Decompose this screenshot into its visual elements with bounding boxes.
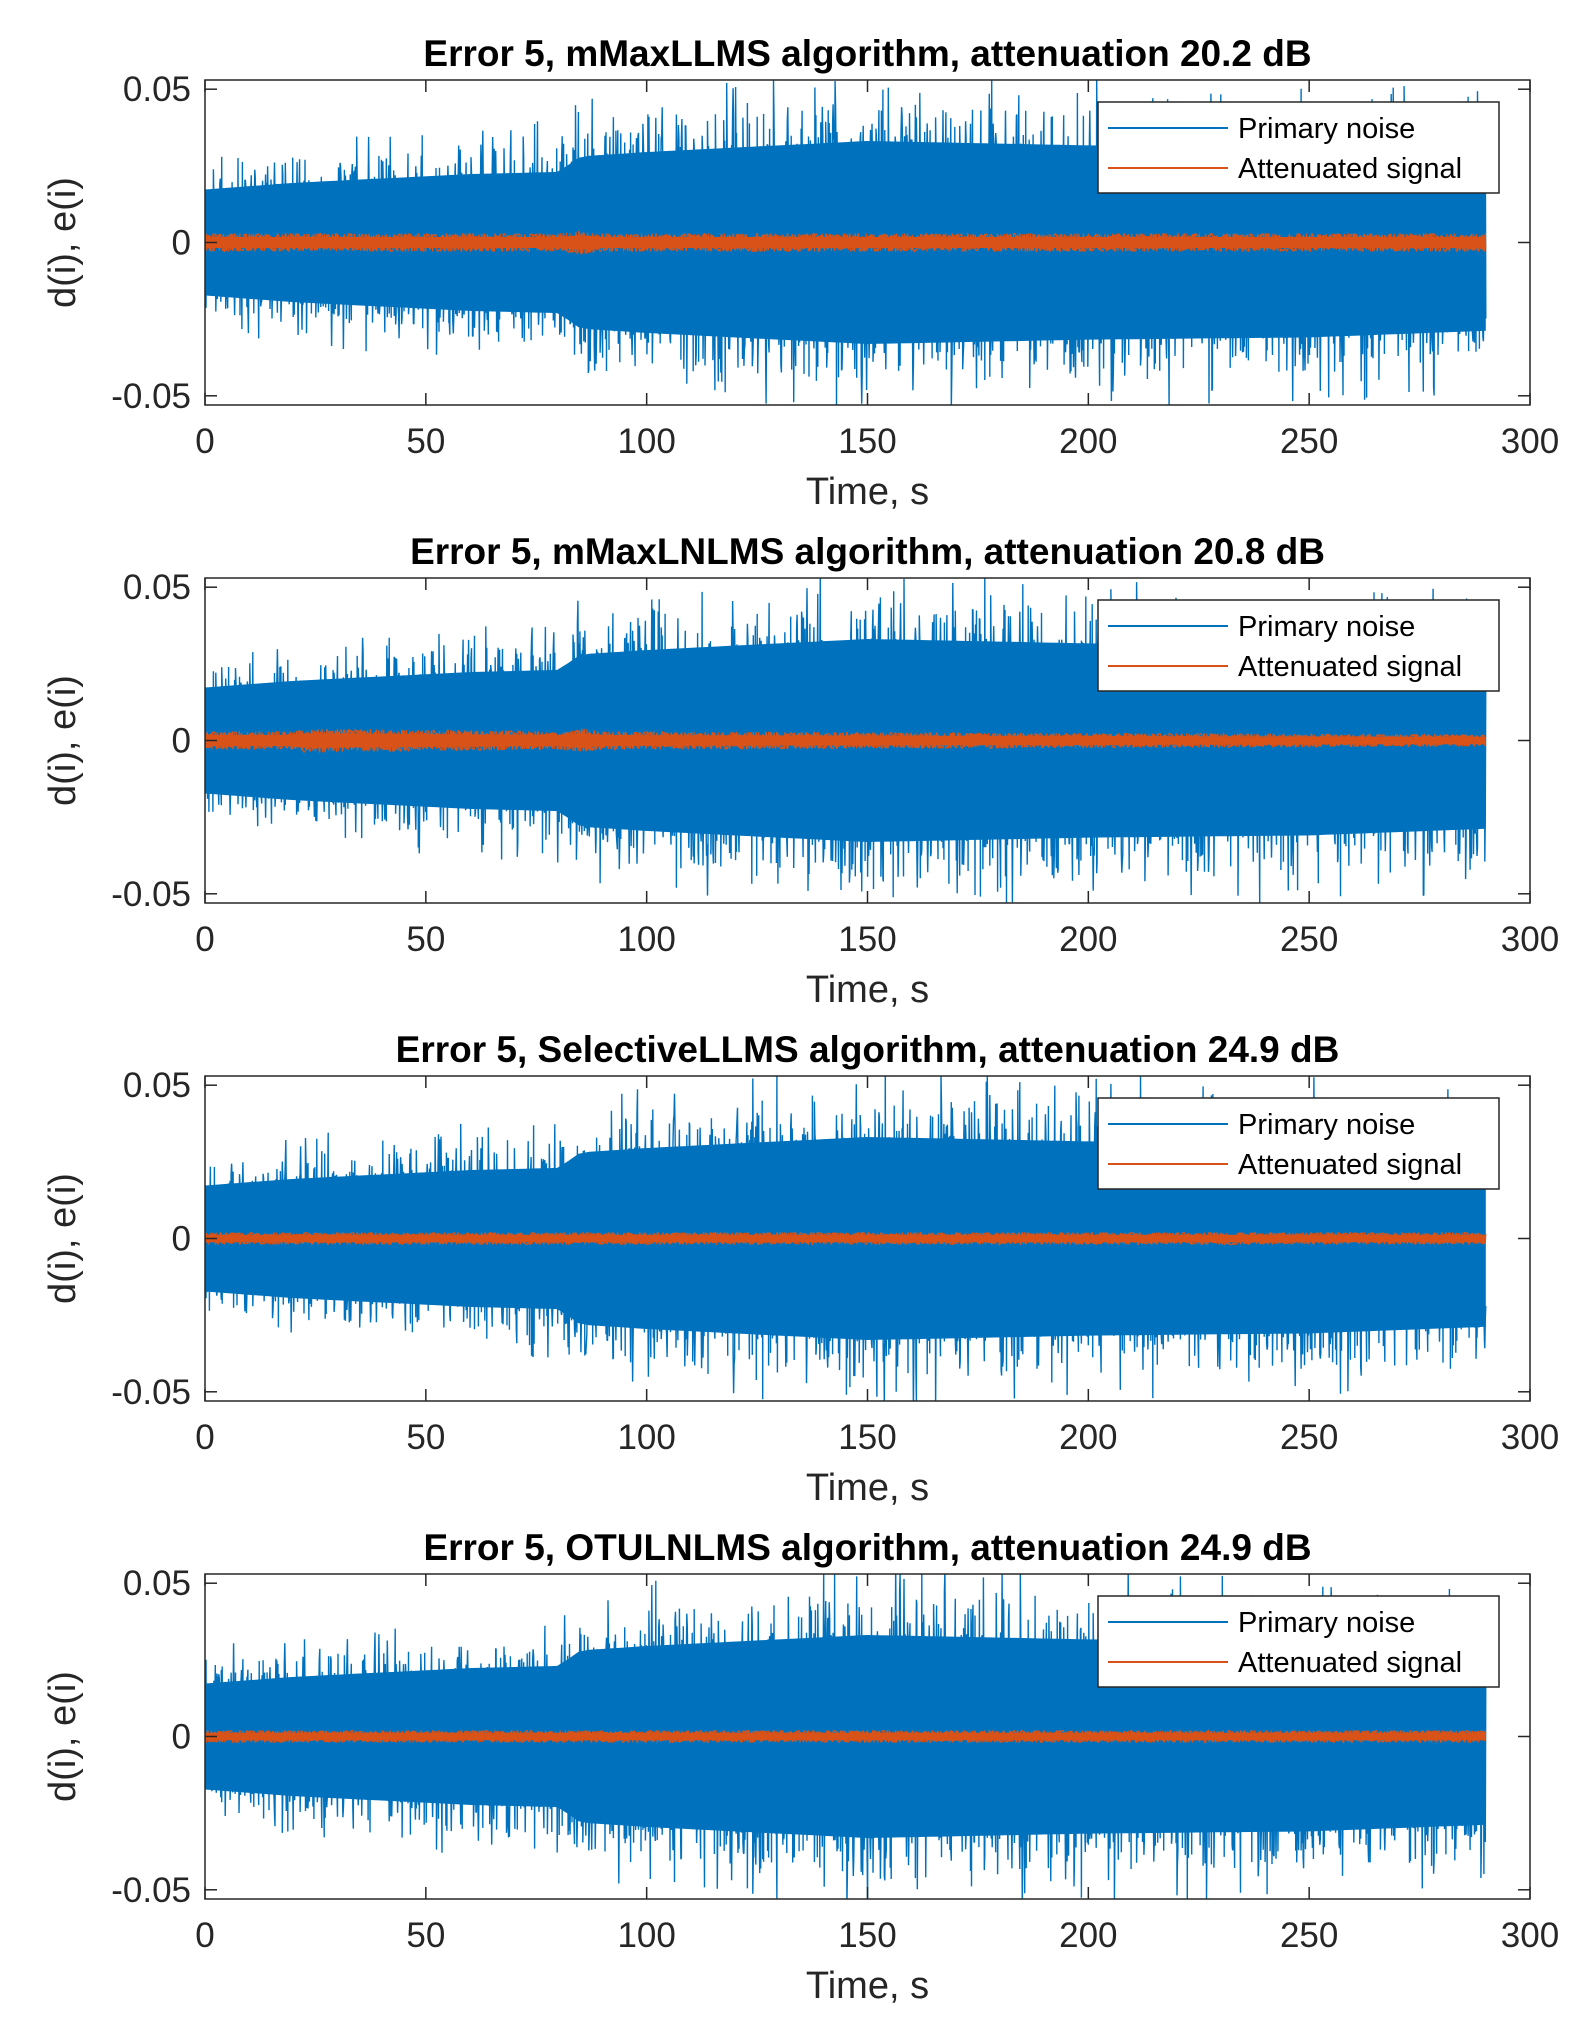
chart-title: Error 5, mMaxLNLMS algorithm, attenuatio… [410,531,1325,572]
y-tick-label: 0 [172,1718,191,1757]
y-axis-label: d(i), e(i) [42,1671,84,1802]
x-tick-label: 250 [1280,1418,1338,1457]
x-tick-label: 300 [1501,920,1559,959]
legend-box [1097,1097,1500,1190]
attenuated-signal-band [205,235,1486,250]
x-tick-label: 200 [1059,920,1117,959]
x-tick-label: 300 [1501,422,1559,461]
x-tick-label: 0 [195,1418,214,1457]
legend-entry: Primary noise [1238,113,1415,145]
legend: Primary noise Attenuated signal [1097,101,1500,194]
x-tick-label: 300 [1501,1418,1559,1457]
y-tick-label: 0.05 [123,568,191,607]
x-tick-label: 250 [1280,422,1338,461]
legend-entry: Attenuated signal [1238,1647,1462,1679]
legend-box [1097,599,1500,692]
legend-entry: Attenuated signal [1238,1149,1462,1181]
x-axis-label: Time, s [806,471,929,513]
attenuated-signal-line [205,728,1487,753]
y-tick-label: -0.05 [111,875,191,914]
x-tick-label: 100 [617,920,675,959]
x-tick-label: 0 [195,1916,214,1955]
x-tick-label: 150 [838,1418,896,1457]
y-tick-label: -0.05 [111,377,191,416]
x-tick-label: 50 [406,1418,445,1457]
legend-entry: Primary noise [1238,611,1415,643]
y-tick-label: 0 [172,1220,191,1259]
subplot-1: Error 5, mMaxLLMS algorithm, attenuation… [42,33,1559,513]
legend-entry: Primary noise [1238,1109,1415,1141]
x-tick-label: 50 [406,422,445,461]
y-tick-label: 0.05 [123,1066,191,1105]
y-tick-label: -0.05 [111,1373,191,1412]
x-tick-label: 200 [1059,1418,1117,1457]
x-tick-label: 250 [1280,1916,1338,1955]
legend-entry: Attenuated signal [1238,153,1462,185]
x-tick-label: 300 [1501,1916,1559,1955]
legend: Primary noise Attenuated signal [1097,599,1500,692]
y-tick-label: 0.05 [123,70,191,109]
y-axis-label: d(i), e(i) [42,177,84,308]
attenuated-signal-band [205,1732,1486,1741]
x-tick-label: 100 [617,1916,675,1955]
x-tick-label: 0 [195,422,214,461]
legend-entry: Primary noise [1238,1607,1415,1639]
y-tick-label: 0 [172,722,191,761]
x-axis-label: Time, s [806,969,929,1011]
chart-title: Error 5, OTULNLMS algorithm, attenuation… [423,1527,1311,1568]
legend: Primary noise Attenuated signal [1097,1097,1500,1190]
legend-entry: Attenuated signal [1238,651,1462,683]
subplot-3: Error 5, SelectiveLLMS algorithm, attenu… [42,1029,1559,1509]
subplot-2: Error 5, mMaxLNLMS algorithm, attenuatio… [42,531,1559,1011]
subplot-4: Error 5, OTULNLMS algorithm, attenuation… [42,1527,1559,2007]
legend-box [1097,101,1500,194]
x-axis-label: Time, s [806,1467,929,1509]
y-tick-label: -0.05 [111,1871,191,1910]
y-tick-label: 0 [172,224,191,263]
attenuated-signal-band [205,1234,1486,1243]
x-tick-label: 100 [617,1418,675,1457]
y-tick-label: 0.05 [123,1564,191,1603]
chart-title: Error 5, mMaxLLMS algorithm, attenuation… [423,33,1311,74]
y-axis-label: d(i), e(i) [42,675,84,806]
x-tick-label: 150 [838,920,896,959]
x-tick-label: 150 [838,422,896,461]
x-tick-label: 0 [195,920,214,959]
y-axis-label: d(i), e(i) [42,1173,84,1304]
x-tick-label: 200 [1059,1916,1117,1955]
x-tick-label: 50 [406,920,445,959]
chart-title: Error 5, SelectiveLLMS algorithm, attenu… [396,1029,1340,1070]
x-tick-label: 50 [406,1916,445,1955]
x-tick-label: 200 [1059,422,1117,461]
attenuated-signal-band [205,733,1486,748]
x-tick-label: 150 [838,1916,896,1955]
x-tick-label: 250 [1280,920,1338,959]
x-tick-label: 100 [617,422,675,461]
x-axis-label: Time, s [806,1965,929,2007]
legend: Primary noise Attenuated signal [1097,1595,1500,1688]
legend-box [1097,1595,1500,1688]
